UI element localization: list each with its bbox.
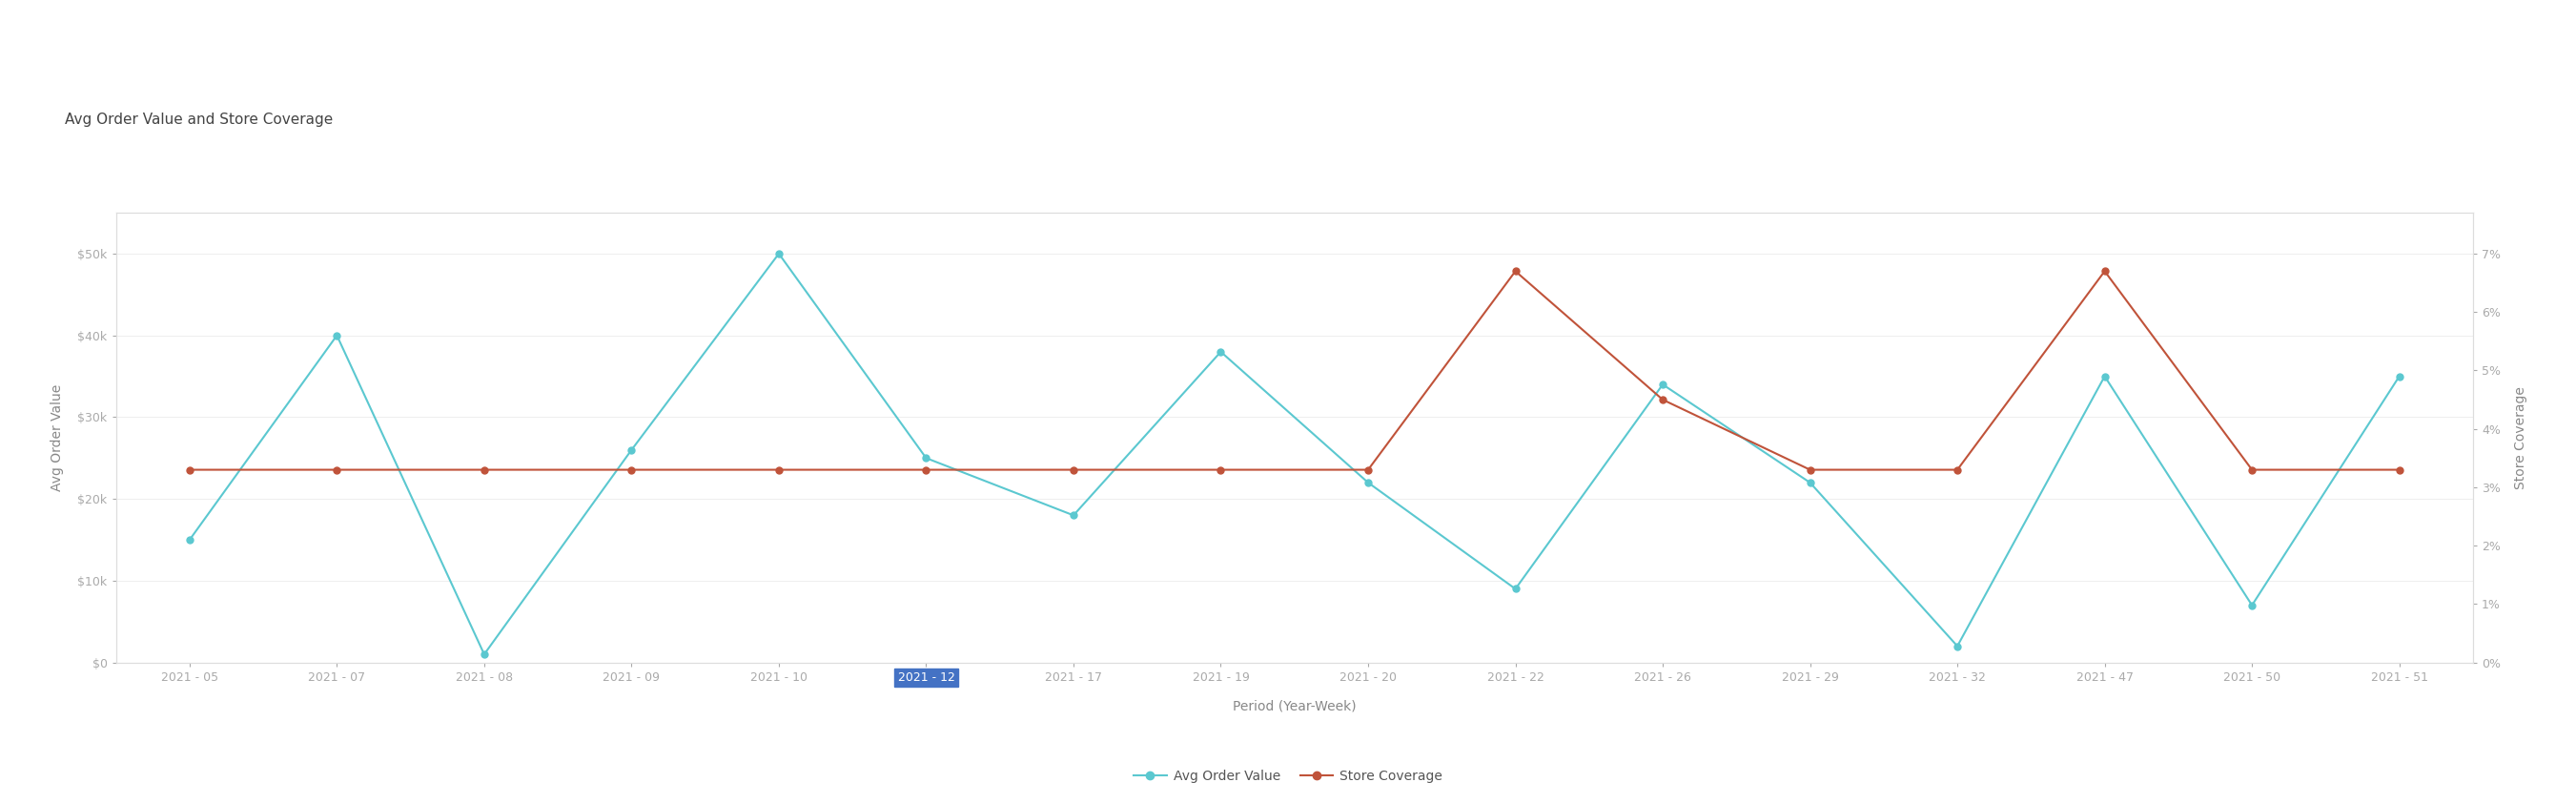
Y-axis label: Avg Order Value: Avg Order Value [52, 384, 64, 491]
Text: Avg Order Value and Store Coverage: Avg Order Value and Store Coverage [64, 113, 332, 127]
Legend: Avg Order Value, Store Coverage: Avg Order Value, Store Coverage [1128, 764, 1448, 789]
Y-axis label: Store Coverage: Store Coverage [2514, 386, 2527, 489]
X-axis label: Period (Year-Week): Period (Year-Week) [1234, 699, 1355, 713]
Text: Assortment 102 Performance: Assortment 102 Performance [41, 38, 291, 55]
